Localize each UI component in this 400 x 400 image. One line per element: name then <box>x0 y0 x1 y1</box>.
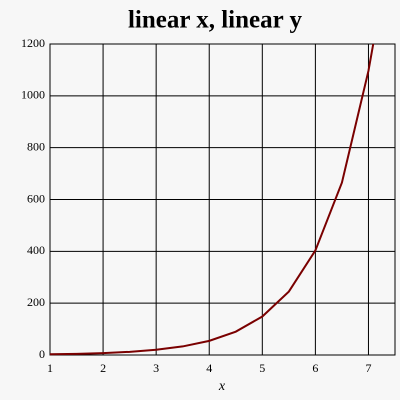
x-tick-label: 1 <box>47 361 53 375</box>
y-tick-label: 1200 <box>21 36 45 50</box>
x-tick-label: 6 <box>312 361 318 375</box>
x-axis-label: x <box>218 379 226 394</box>
plot-frame <box>49 43 396 356</box>
x-tick-label: 5 <box>259 361 265 375</box>
x-tick-label: 3 <box>153 361 159 375</box>
x-tick-label: 4 <box>206 361 212 375</box>
x-tick-label: 7 <box>365 361 371 375</box>
y-tick-label: 0 <box>39 347 45 361</box>
y-tick-label: 1000 <box>21 88 45 102</box>
data-line <box>49 43 375 356</box>
y-tick-label: 600 <box>27 191 45 205</box>
y-tick-label: 800 <box>27 139 45 153</box>
x-tick-label: 2 <box>100 361 106 375</box>
y-tick-label: 200 <box>27 295 45 309</box>
y-tick-label: 400 <box>27 243 45 257</box>
chart-title: linear x, linear y <box>128 7 303 34</box>
